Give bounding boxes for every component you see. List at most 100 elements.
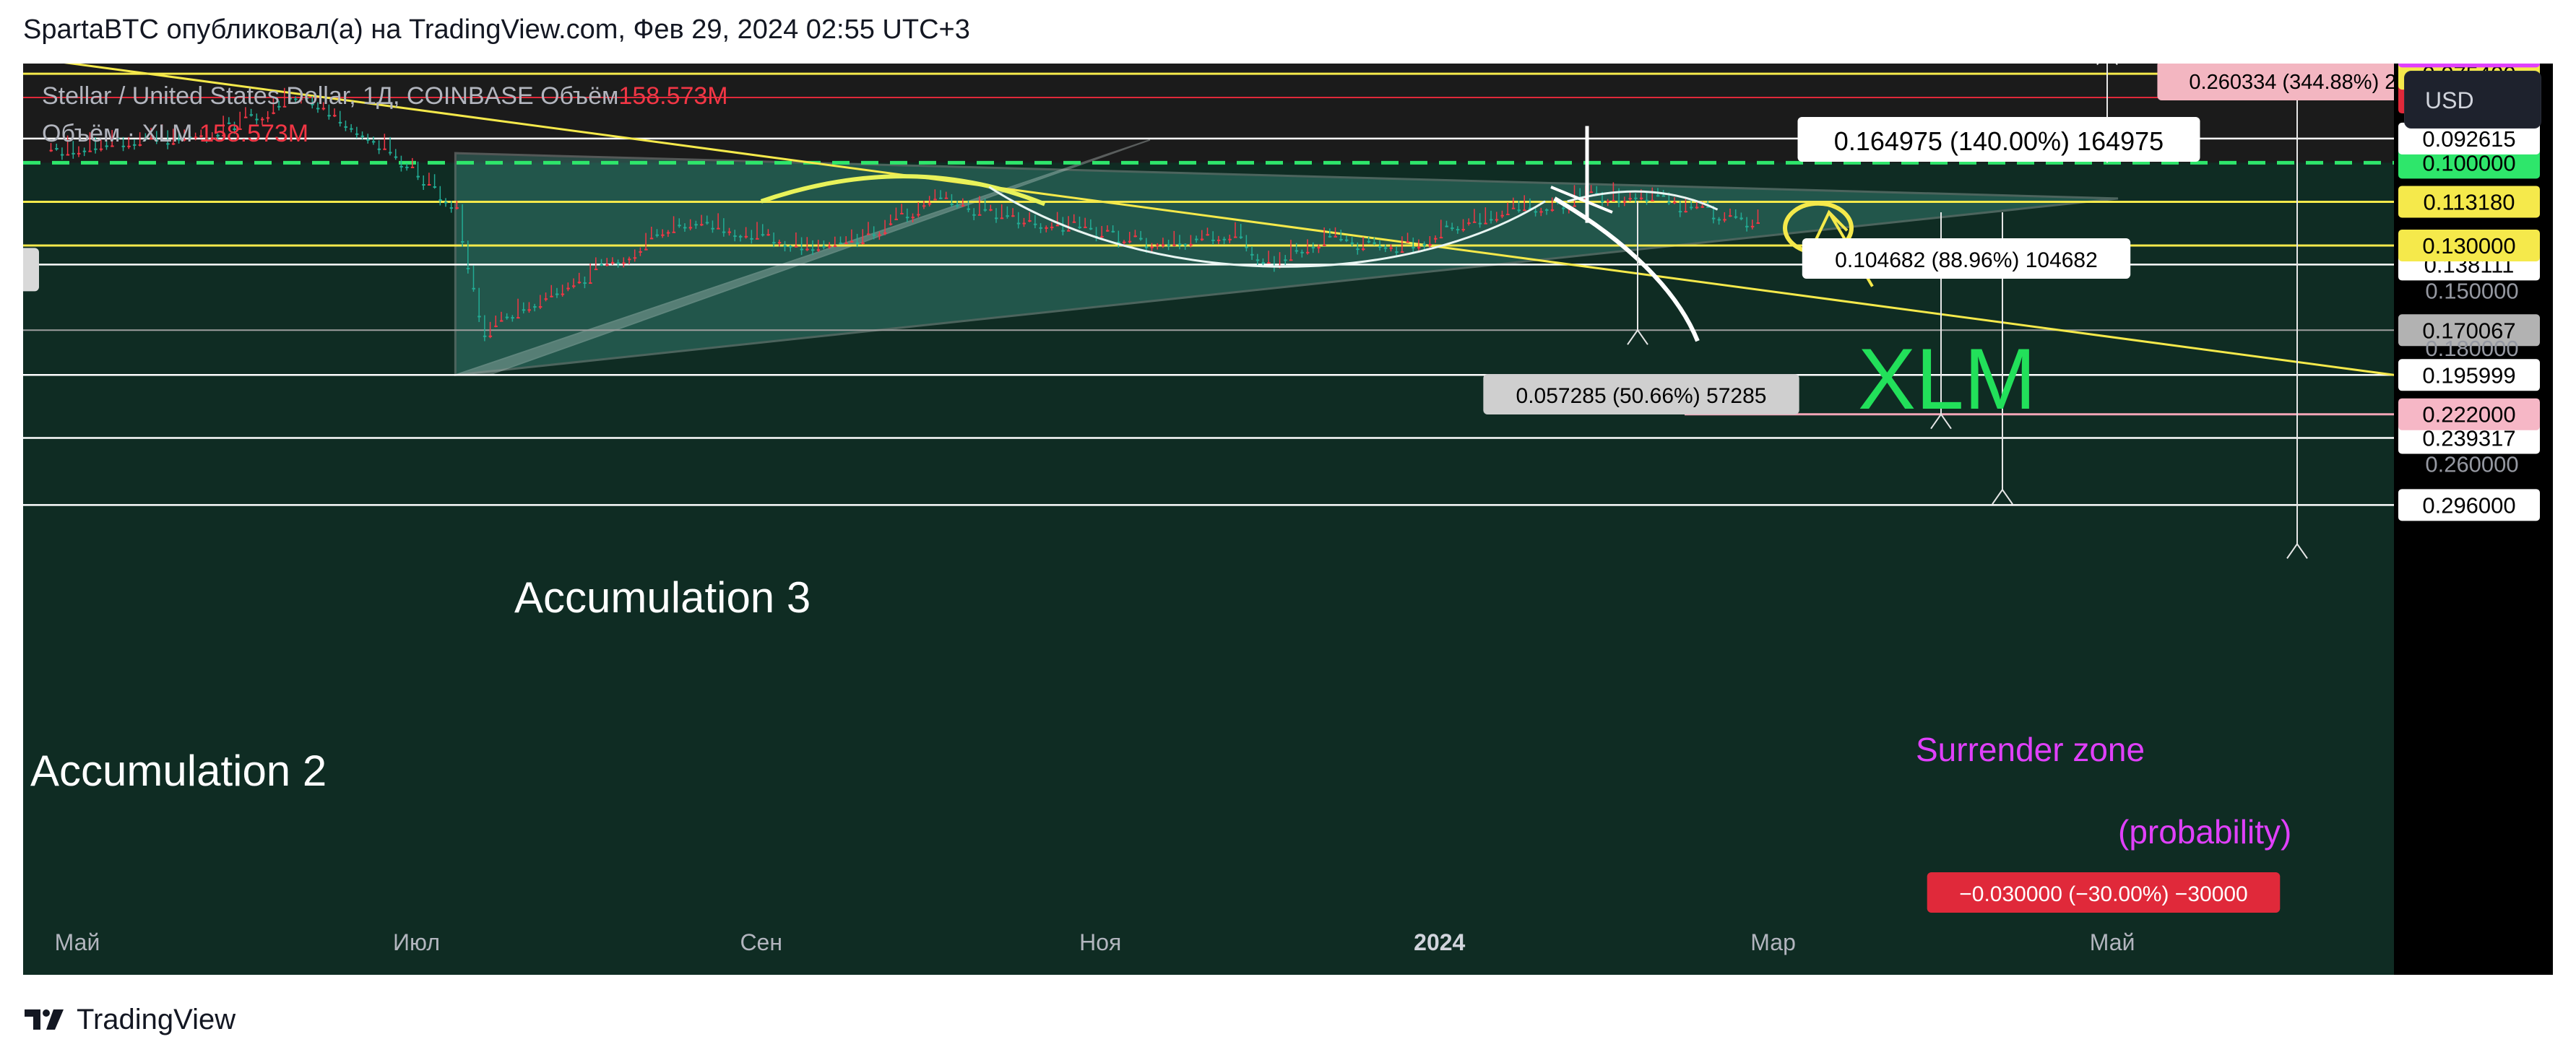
candle-body (833, 246, 837, 248)
candle-body (889, 223, 893, 225)
x-axis-label: Сен (740, 929, 782, 955)
candle-body (1739, 217, 1743, 220)
candle-body (1389, 247, 1393, 249)
currency-button[interactable]: USD (2404, 71, 2541, 129)
candle-body (422, 183, 425, 186)
candle-body (1706, 206, 1710, 208)
candle-body (233, 128, 237, 130)
candle-body (756, 238, 759, 240)
candle-body (905, 217, 909, 219)
chart-pane[interactable]: 0.057285 (50.66%) 57285 0.104682 (88.96%)… (23, 64, 2394, 975)
candle-body (1367, 240, 1371, 243)
candle-body (694, 224, 698, 226)
pane-handle (23, 248, 39, 292)
candle-body (1729, 215, 1732, 217)
candle-body (389, 152, 392, 154)
candle-body (917, 214, 920, 216)
candle-body (505, 316, 509, 318)
candle-body (266, 117, 270, 119)
candle-body (1123, 241, 1126, 243)
candle-body (132, 144, 137, 146)
y-tick-label: 0.260000 (2425, 452, 2518, 477)
candle-body (144, 138, 147, 140)
candle-body (138, 144, 142, 146)
tradingview-logo[interactable]: TradingView (23, 998, 235, 1041)
candle-body (1645, 199, 1649, 201)
y-tick-label: 0.180000 (2425, 336, 2518, 361)
candle-body (538, 306, 543, 308)
candle-body (1456, 229, 1460, 231)
candle-body (183, 139, 186, 141)
candle-body (327, 115, 331, 117)
measure-label-5-bg (1927, 872, 2281, 913)
candle-body (150, 138, 153, 140)
candle-body (816, 249, 821, 251)
candle-body (733, 235, 737, 238)
candle-body (111, 145, 114, 147)
candle-body (1684, 211, 1687, 213)
candle-body (177, 139, 181, 141)
price-tag-bg (2398, 314, 2540, 347)
price-tag-bg (2398, 398, 2540, 430)
candle-body (1745, 225, 1749, 227)
candle-body (633, 257, 637, 259)
candle-body (1523, 209, 1526, 212)
price-scale[interactable]: 0.296000 0.239317 0.222000 0.195999 0.170067… (2394, 64, 2553, 975)
price-scale-labels: 0.2960000.2393170.2220000.1959990.170067… (2398, 64, 2540, 521)
candle-body (1422, 243, 1427, 246)
candle-body (1495, 219, 1499, 221)
candle-body (1189, 243, 1193, 246)
tradingview-logo-icon (25, 1009, 64, 1030)
candle-body (210, 137, 215, 139)
price-tag-label: 0.296000 (2422, 492, 2515, 518)
symbol-legend[interactable]: Stellar / United States Dollar, 1Д, COIN… (42, 82, 728, 110)
price-tag-bg (2398, 359, 2540, 391)
price-tag-bg (2398, 489, 2540, 521)
candle-body (1284, 259, 1287, 261)
candle-body (1545, 209, 1549, 211)
candle-body (761, 234, 765, 236)
x-axis-label: Июл (393, 929, 440, 955)
volume-legend-title: Объём · XLM (42, 120, 199, 147)
measure-arrow-4-head (2286, 542, 2308, 559)
candle-body (1472, 221, 1477, 223)
candle-body (55, 148, 59, 150)
candle-body (844, 242, 848, 244)
candle-body (1022, 222, 1026, 225)
candle-body (1461, 229, 1466, 231)
candle-body (928, 203, 932, 205)
annotation-accumulation-3: Accumulation 3 (514, 573, 811, 622)
candle-body (1084, 226, 1087, 228)
candle-body (639, 251, 642, 253)
candle-body (360, 135, 365, 137)
volume-legend[interactable]: Объём · XLM 158.573M (42, 120, 308, 148)
candle-body (1434, 238, 1438, 240)
candle-body (344, 126, 347, 128)
candle-body (1100, 235, 1104, 238)
candle-body (711, 227, 714, 230)
volume-legend-value: 158.573M (199, 120, 309, 147)
candle-body (410, 166, 415, 168)
candle-body (688, 227, 693, 229)
candle-body (983, 209, 987, 211)
candle-body (1328, 235, 1332, 238)
candle-body (1239, 236, 1243, 238)
candle-body (944, 197, 948, 199)
candle-body (1656, 195, 1660, 197)
measure-label-1-bg (1483, 374, 1799, 414)
lower-zone-bg (23, 162, 2394, 975)
candle-body (883, 232, 887, 234)
price-chart: 0.057285 (50.66%) 57285 0.104682 (88.96%)… (23, 64, 2394, 975)
candle-body (522, 309, 526, 311)
candle-body (1612, 200, 1615, 202)
candle-body (355, 133, 359, 135)
candle-body (121, 145, 126, 147)
candle-body (499, 320, 503, 322)
candle-body (366, 139, 370, 141)
candle-body (99, 148, 103, 150)
candle-body (1245, 246, 1248, 248)
candle-body (977, 214, 982, 216)
candle-body (861, 242, 865, 244)
candle-body (1428, 243, 1432, 246)
candle-body (1233, 236, 1237, 238)
